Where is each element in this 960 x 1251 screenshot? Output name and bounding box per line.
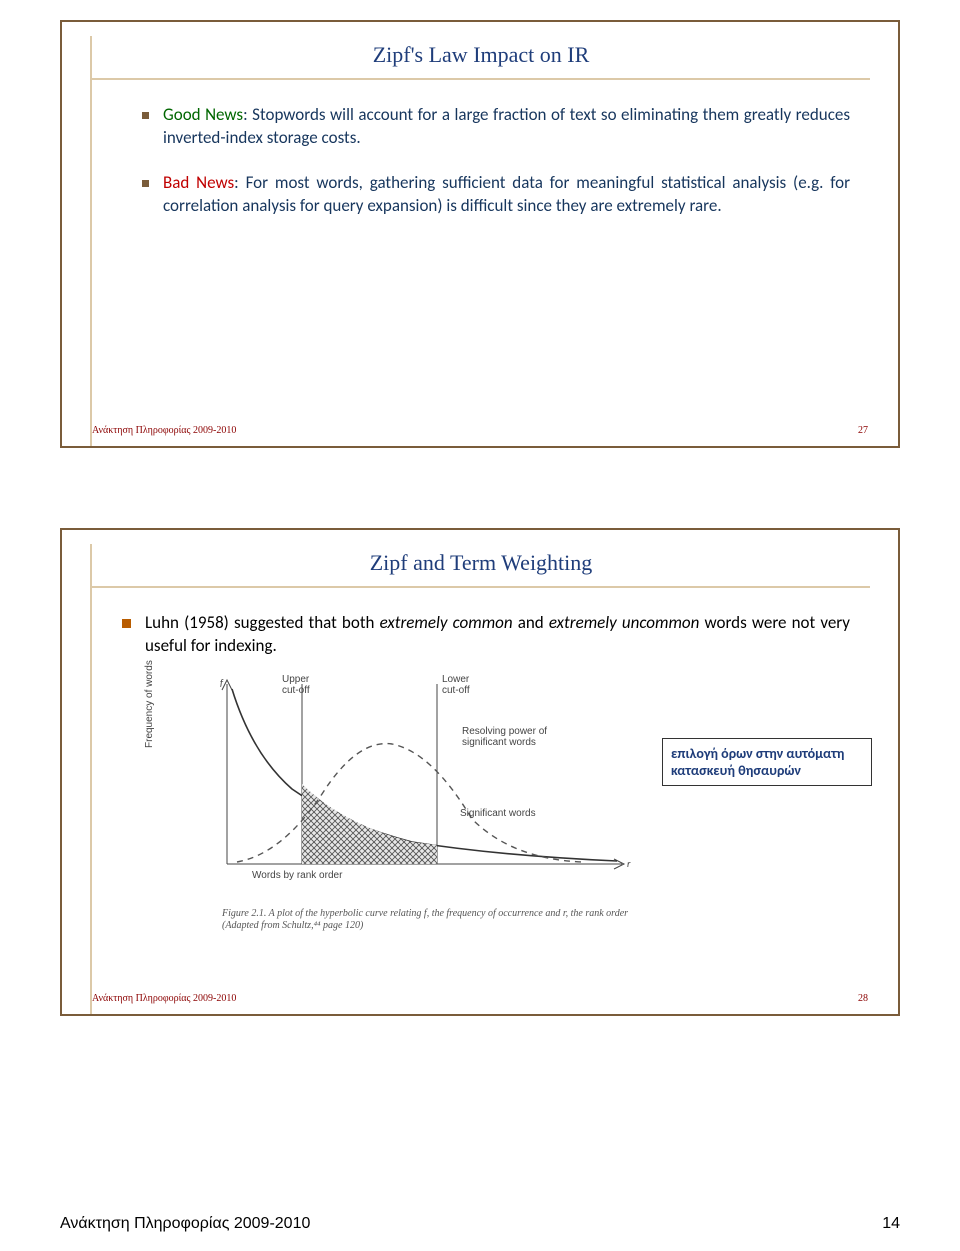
slide-1-body: Good News: Stopwords will account for a … [92,104,870,218]
figure-caption: Figure 2.1. A plot of the hyperbolic cur… [222,908,652,932]
slide-2-body: Luhn (1958) suggested that both extremel… [92,612,870,928]
b-mid: and [513,612,549,633]
b-em2: extremely uncommon [549,612,700,633]
slide-1-title-wrap: Zipf's Law Impact on IR [92,36,870,80]
page-footer-right: 14 [882,1215,900,1233]
luhn-figure: Frequency of words r f [142,668,842,928]
luhn-chart-svg: r f [182,674,642,894]
lower-cutoff-label: Lower cut-off [442,674,470,696]
bullet-icon [142,180,149,187]
slide-1-title: Zipf's Law Impact on IR [92,42,870,68]
b-em1: extremely common [380,612,513,633]
slide-2-bullet-1: Luhn (1958) suggested that both extremel… [122,612,850,658]
slide-1: Zipf's Law Impact on IR Good News: Stopw… [60,20,900,448]
slide-2-title: Zipf and Term Weighting [92,550,870,576]
y-axis-label: Frequency of words [144,660,155,748]
slide-1-bullet-2: Bad News: For most words, gathering suff… [142,172,850,218]
bullet-icon [142,112,149,119]
slide-1-bullet-1-text: Good News: Stopwords will account for a … [163,104,850,150]
bullet-1-rest: : Stopwords will account for a large fra… [163,104,850,148]
slide-2-footer: Ανάκτηση Πληροφορίας 2009-2010 28 [92,993,868,1004]
significant-words-label: Significant words [460,808,536,819]
slide-2-bullet-1-text: Luhn (1958) suggested that both extremel… [145,612,850,658]
slide-1-inner: Zipf's Law Impact on IR Good News: Stopw… [90,36,898,446]
slide-2-inner: Zipf and Term Weighting Luhn (1958) sugg… [90,544,898,1014]
greek-callout: επιλογή όρων στην αυτόματη κατασκευή θησ… [662,738,872,786]
upper-cutoff-label: Upper cut-off [282,674,310,696]
b-pre: Luhn (1958) suggested that both [145,612,380,633]
good-news-label: Good News [163,104,243,125]
x-axis-label: Words by rank order [252,870,342,881]
slide-1-footer: Ανάκτηση Πληροφορίας 2009-2010 27 [92,425,868,436]
slide-2: Zipf and Term Weighting Luhn (1958) sugg… [60,528,900,1016]
bullet-2-rest: : For most words, gathering sufficient d… [163,172,850,216]
slide-1-footer-left: Ανάκτηση Πληροφορίας 2009-2010 [92,425,236,436]
svg-text:r: r [627,857,631,870]
page-footer-left: Ανάκτηση Πληροφορίας 2009-2010 [60,1215,310,1233]
slide-2-title-wrap: Zipf and Term Weighting [92,544,870,588]
bullet-icon [122,619,131,628]
slide-2-footer-right: 28 [858,993,868,1004]
slide-2-footer-left: Ανάκτηση Πληροφορίας 2009-2010 [92,993,236,1004]
bad-news-label: Bad News [163,172,234,193]
page-footer: Ανάκτηση Πληροφορίας 2009-2010 14 [60,1215,900,1233]
slide-1-footer-right: 27 [858,425,868,436]
slide-1-bullet-2-text: Bad News: For most words, gathering suff… [163,172,850,218]
slide-1-bullet-1: Good News: Stopwords will account for a … [142,104,850,150]
resolving-power-label: Resolving power of significant words [462,726,547,748]
